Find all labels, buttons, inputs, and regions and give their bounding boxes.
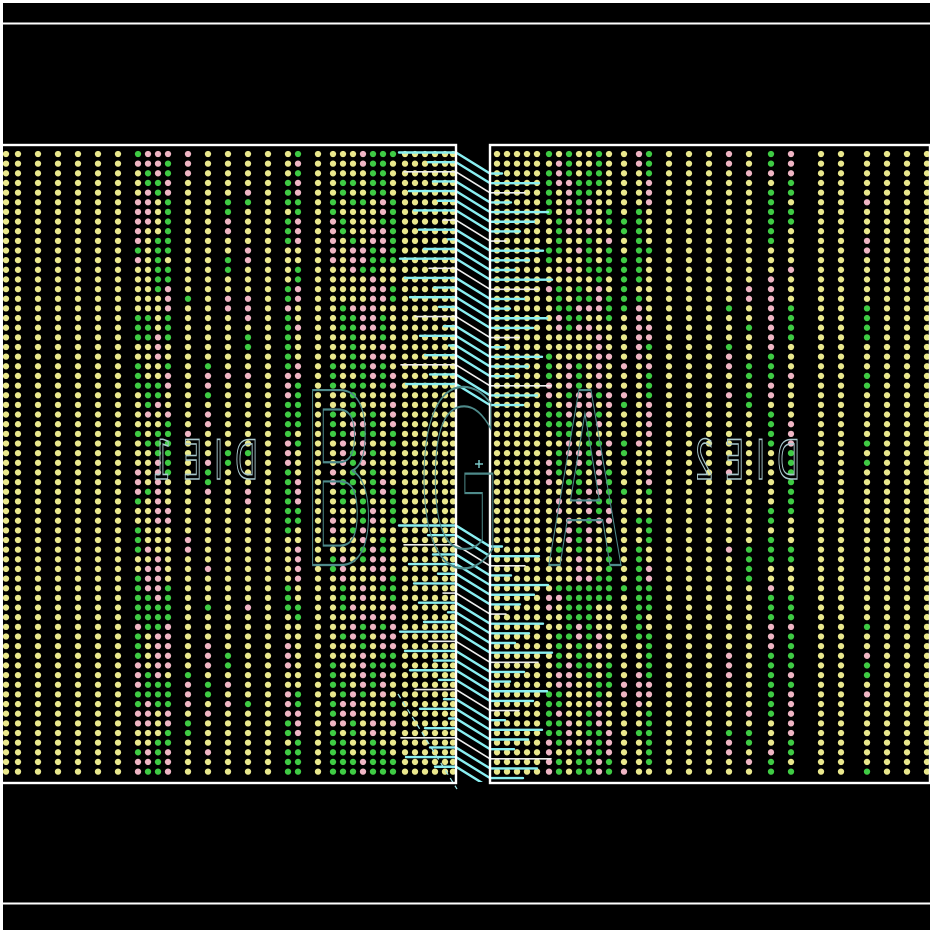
origin-crosshair-icon [475, 460, 483, 468]
bga-label-letter: G [418, 342, 502, 622]
bondwire-fan-lower [397, 524, 554, 782]
bondwire-fan-upper [397, 151, 554, 407]
die1-refdes-label: DIE1 [140, 431, 258, 493]
bga-label-letter: B [302, 342, 376, 622]
stray-wire-line [397, 693, 458, 790]
bga-label-letter: A [548, 342, 622, 622]
die-area-right-ball-grid [493, 150, 931, 775]
die2-refdes-label: DIE2 [682, 431, 800, 493]
